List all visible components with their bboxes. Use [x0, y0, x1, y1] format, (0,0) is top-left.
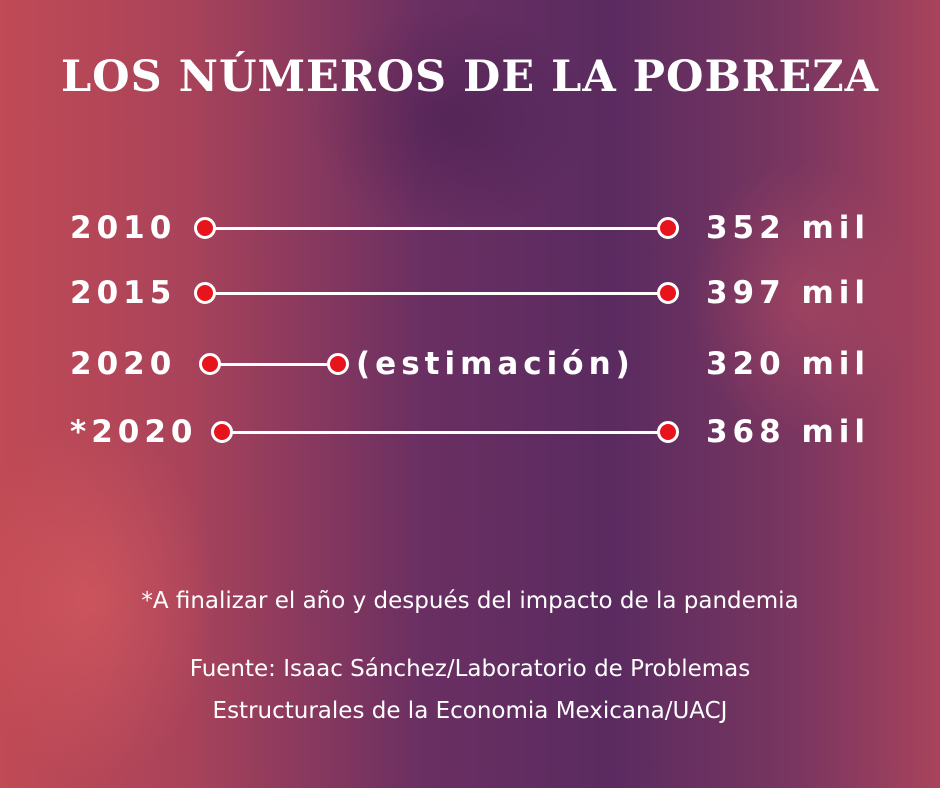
end-dot-icon: [657, 282, 679, 304]
row-year: *2020: [70, 414, 198, 450]
row-value: 397 mil: [705, 275, 870, 311]
connector-line: [205, 292, 668, 295]
footnote: *A finalizar el año y después del impact…: [141, 588, 799, 614]
end-dot-icon: [657, 217, 679, 239]
start-dot-icon: [211, 421, 233, 443]
start-dot-icon: [194, 282, 216, 304]
row-value: 352 mil: [705, 210, 870, 246]
row-year: 2020: [70, 346, 177, 382]
page-title: LOS NÚMEROS DE LA POBREZA: [60, 52, 880, 102]
row-note: (estimación): [356, 346, 635, 382]
row-value: 320 mil: [705, 346, 870, 382]
connector-line: [222, 431, 668, 434]
connector-line: [205, 227, 668, 230]
start-dot-icon: [199, 353, 221, 375]
row-year: 2010: [70, 210, 177, 246]
row-year: 2015: [70, 275, 177, 311]
connector-line: [210, 363, 338, 366]
end-dot-icon: [657, 421, 679, 443]
end-dot-icon: [327, 353, 349, 375]
row-2010: 2010 352 mil: [0, 208, 940, 248]
row-2020-final: *2020 368 mil: [0, 412, 940, 452]
row-2015: 2015 397 mil: [0, 273, 940, 313]
start-dot-icon: [194, 217, 216, 239]
row-value: 368 mil: [705, 414, 870, 450]
source-line-1: Fuente: Isaac Sánchez/Laboratorio de Pro…: [189, 656, 751, 682]
source-line-2: Estructurales de la Economia Mexicana/UA…: [212, 698, 728, 724]
row-2020-estimate: 2020 (estimación) 320 mil: [0, 344, 940, 384]
